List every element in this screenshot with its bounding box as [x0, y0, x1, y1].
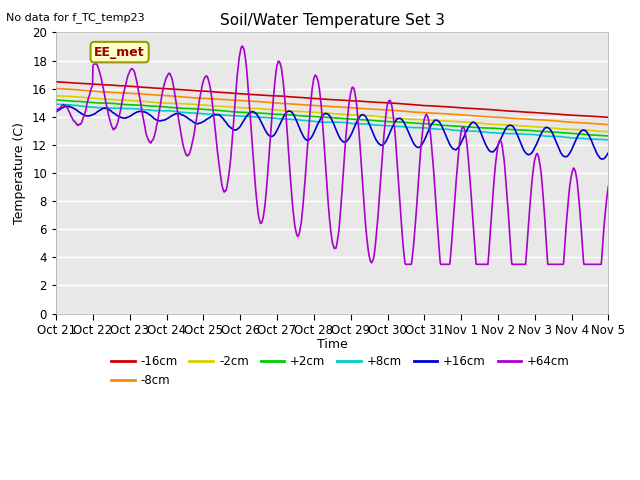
+64cm	[175, 119, 183, 124]
Line: +8cm: +8cm	[56, 104, 609, 140]
-2cm	[162, 100, 170, 106]
+8cm	[52, 101, 60, 107]
+8cm	[490, 130, 498, 135]
-8cm	[418, 110, 426, 116]
+64cm	[52, 108, 60, 113]
+2cm	[539, 129, 547, 134]
+2cm	[52, 97, 60, 103]
+64cm	[419, 127, 426, 133]
-2cm	[52, 93, 60, 99]
+64cm	[605, 183, 612, 189]
Line: +16cm: +16cm	[56, 106, 609, 159]
X-axis label: Time: Time	[317, 338, 348, 351]
+16cm	[605, 149, 612, 155]
+64cm	[237, 47, 244, 52]
-8cm	[539, 117, 547, 123]
-8cm	[605, 122, 612, 128]
-16cm	[52, 79, 60, 84]
Line: +64cm: +64cm	[56, 46, 609, 264]
Line: -16cm: -16cm	[56, 82, 609, 117]
+2cm	[490, 125, 498, 131]
+16cm	[598, 156, 606, 162]
+64cm	[239, 43, 246, 49]
Line: +2cm: +2cm	[56, 100, 609, 136]
-2cm	[490, 121, 498, 127]
+16cm	[540, 127, 547, 133]
+16cm	[419, 141, 426, 147]
Line: -2cm: -2cm	[56, 96, 609, 132]
+8cm	[175, 109, 183, 115]
-2cm	[237, 105, 244, 110]
Text: No data for f_TC_temp23: No data for f_TC_temp23	[6, 12, 145, 23]
-16cm	[237, 91, 244, 96]
-16cm	[175, 87, 183, 93]
-2cm	[539, 124, 547, 130]
+64cm	[401, 262, 409, 267]
+16cm	[65, 103, 72, 109]
-16cm	[162, 86, 170, 92]
+2cm	[418, 120, 426, 126]
+8cm	[162, 108, 170, 114]
+2cm	[605, 133, 612, 139]
-16cm	[490, 107, 498, 113]
Line: -8cm: -8cm	[56, 88, 609, 125]
+8cm	[605, 137, 612, 143]
-8cm	[175, 94, 183, 99]
+64cm	[491, 168, 499, 174]
+16cm	[491, 147, 499, 153]
-8cm	[52, 85, 60, 91]
+16cm	[52, 109, 60, 115]
-8cm	[162, 93, 170, 98]
-2cm	[418, 117, 426, 122]
Title: Soil/Water Temperature Set 3: Soil/Water Temperature Set 3	[220, 13, 445, 28]
+8cm	[539, 133, 547, 139]
+16cm	[237, 122, 245, 128]
-8cm	[490, 114, 498, 120]
-2cm	[175, 101, 183, 107]
-16cm	[539, 110, 547, 116]
-8cm	[237, 98, 244, 104]
Text: EE_met: EE_met	[94, 46, 145, 59]
+16cm	[162, 117, 170, 122]
+8cm	[237, 113, 244, 119]
+64cm	[162, 77, 170, 83]
Y-axis label: Temperature (C): Temperature (C)	[13, 122, 26, 224]
+8cm	[418, 125, 426, 131]
+16cm	[175, 111, 183, 117]
-16cm	[418, 103, 426, 108]
+2cm	[175, 105, 183, 111]
+2cm	[162, 104, 170, 110]
-16cm	[605, 114, 612, 120]
+8cm	[604, 137, 612, 143]
Legend: -16cm, -8cm, -2cm, +2cm, +8cm, +16cm, +64cm: -16cm, -8cm, -2cm, +2cm, +8cm, +16cm, +6…	[106, 350, 575, 392]
-2cm	[605, 129, 612, 134]
+64cm	[540, 200, 547, 205]
+2cm	[237, 109, 244, 115]
